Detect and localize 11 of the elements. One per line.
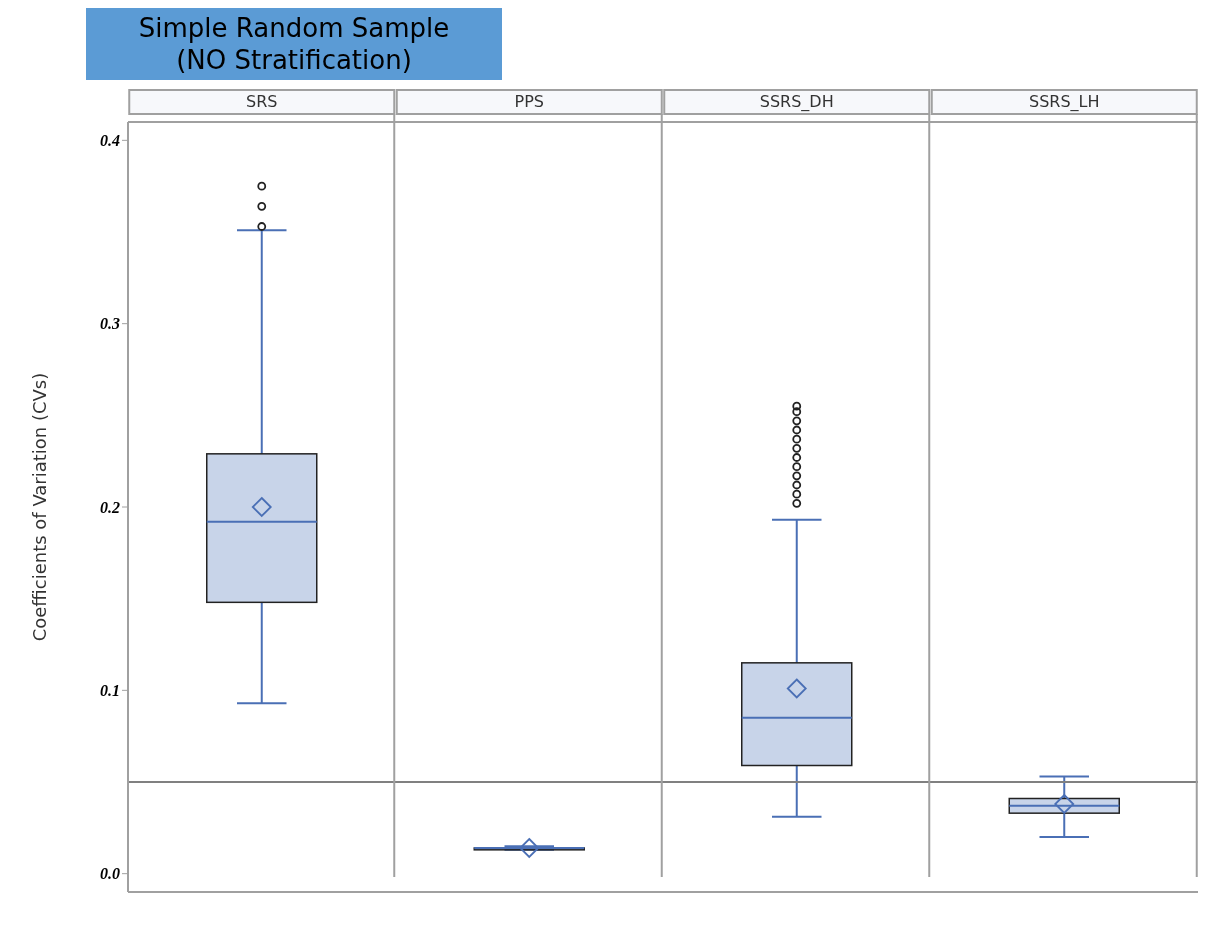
chart-title: Simple Random Sample (NO Stratification) [137,12,451,76]
x-tick-label: SRS [246,92,278,111]
y-axis-title: Coefficients of Variation (CVs) [29,372,51,642]
x-tick-label: SSRS_DH [759,92,834,112]
y-tick-label: 0.0 [100,865,120,883]
y-tick-label: 0.1 [100,682,120,700]
y-tick-label: 0.2 [100,498,120,516]
y-tick-label: 0.4 [100,132,120,150]
x-tick-label: PPS [514,92,544,111]
y-tick-label: 0.3 [100,315,120,333]
x-tick-label: SSRS_LH [1028,92,1100,112]
